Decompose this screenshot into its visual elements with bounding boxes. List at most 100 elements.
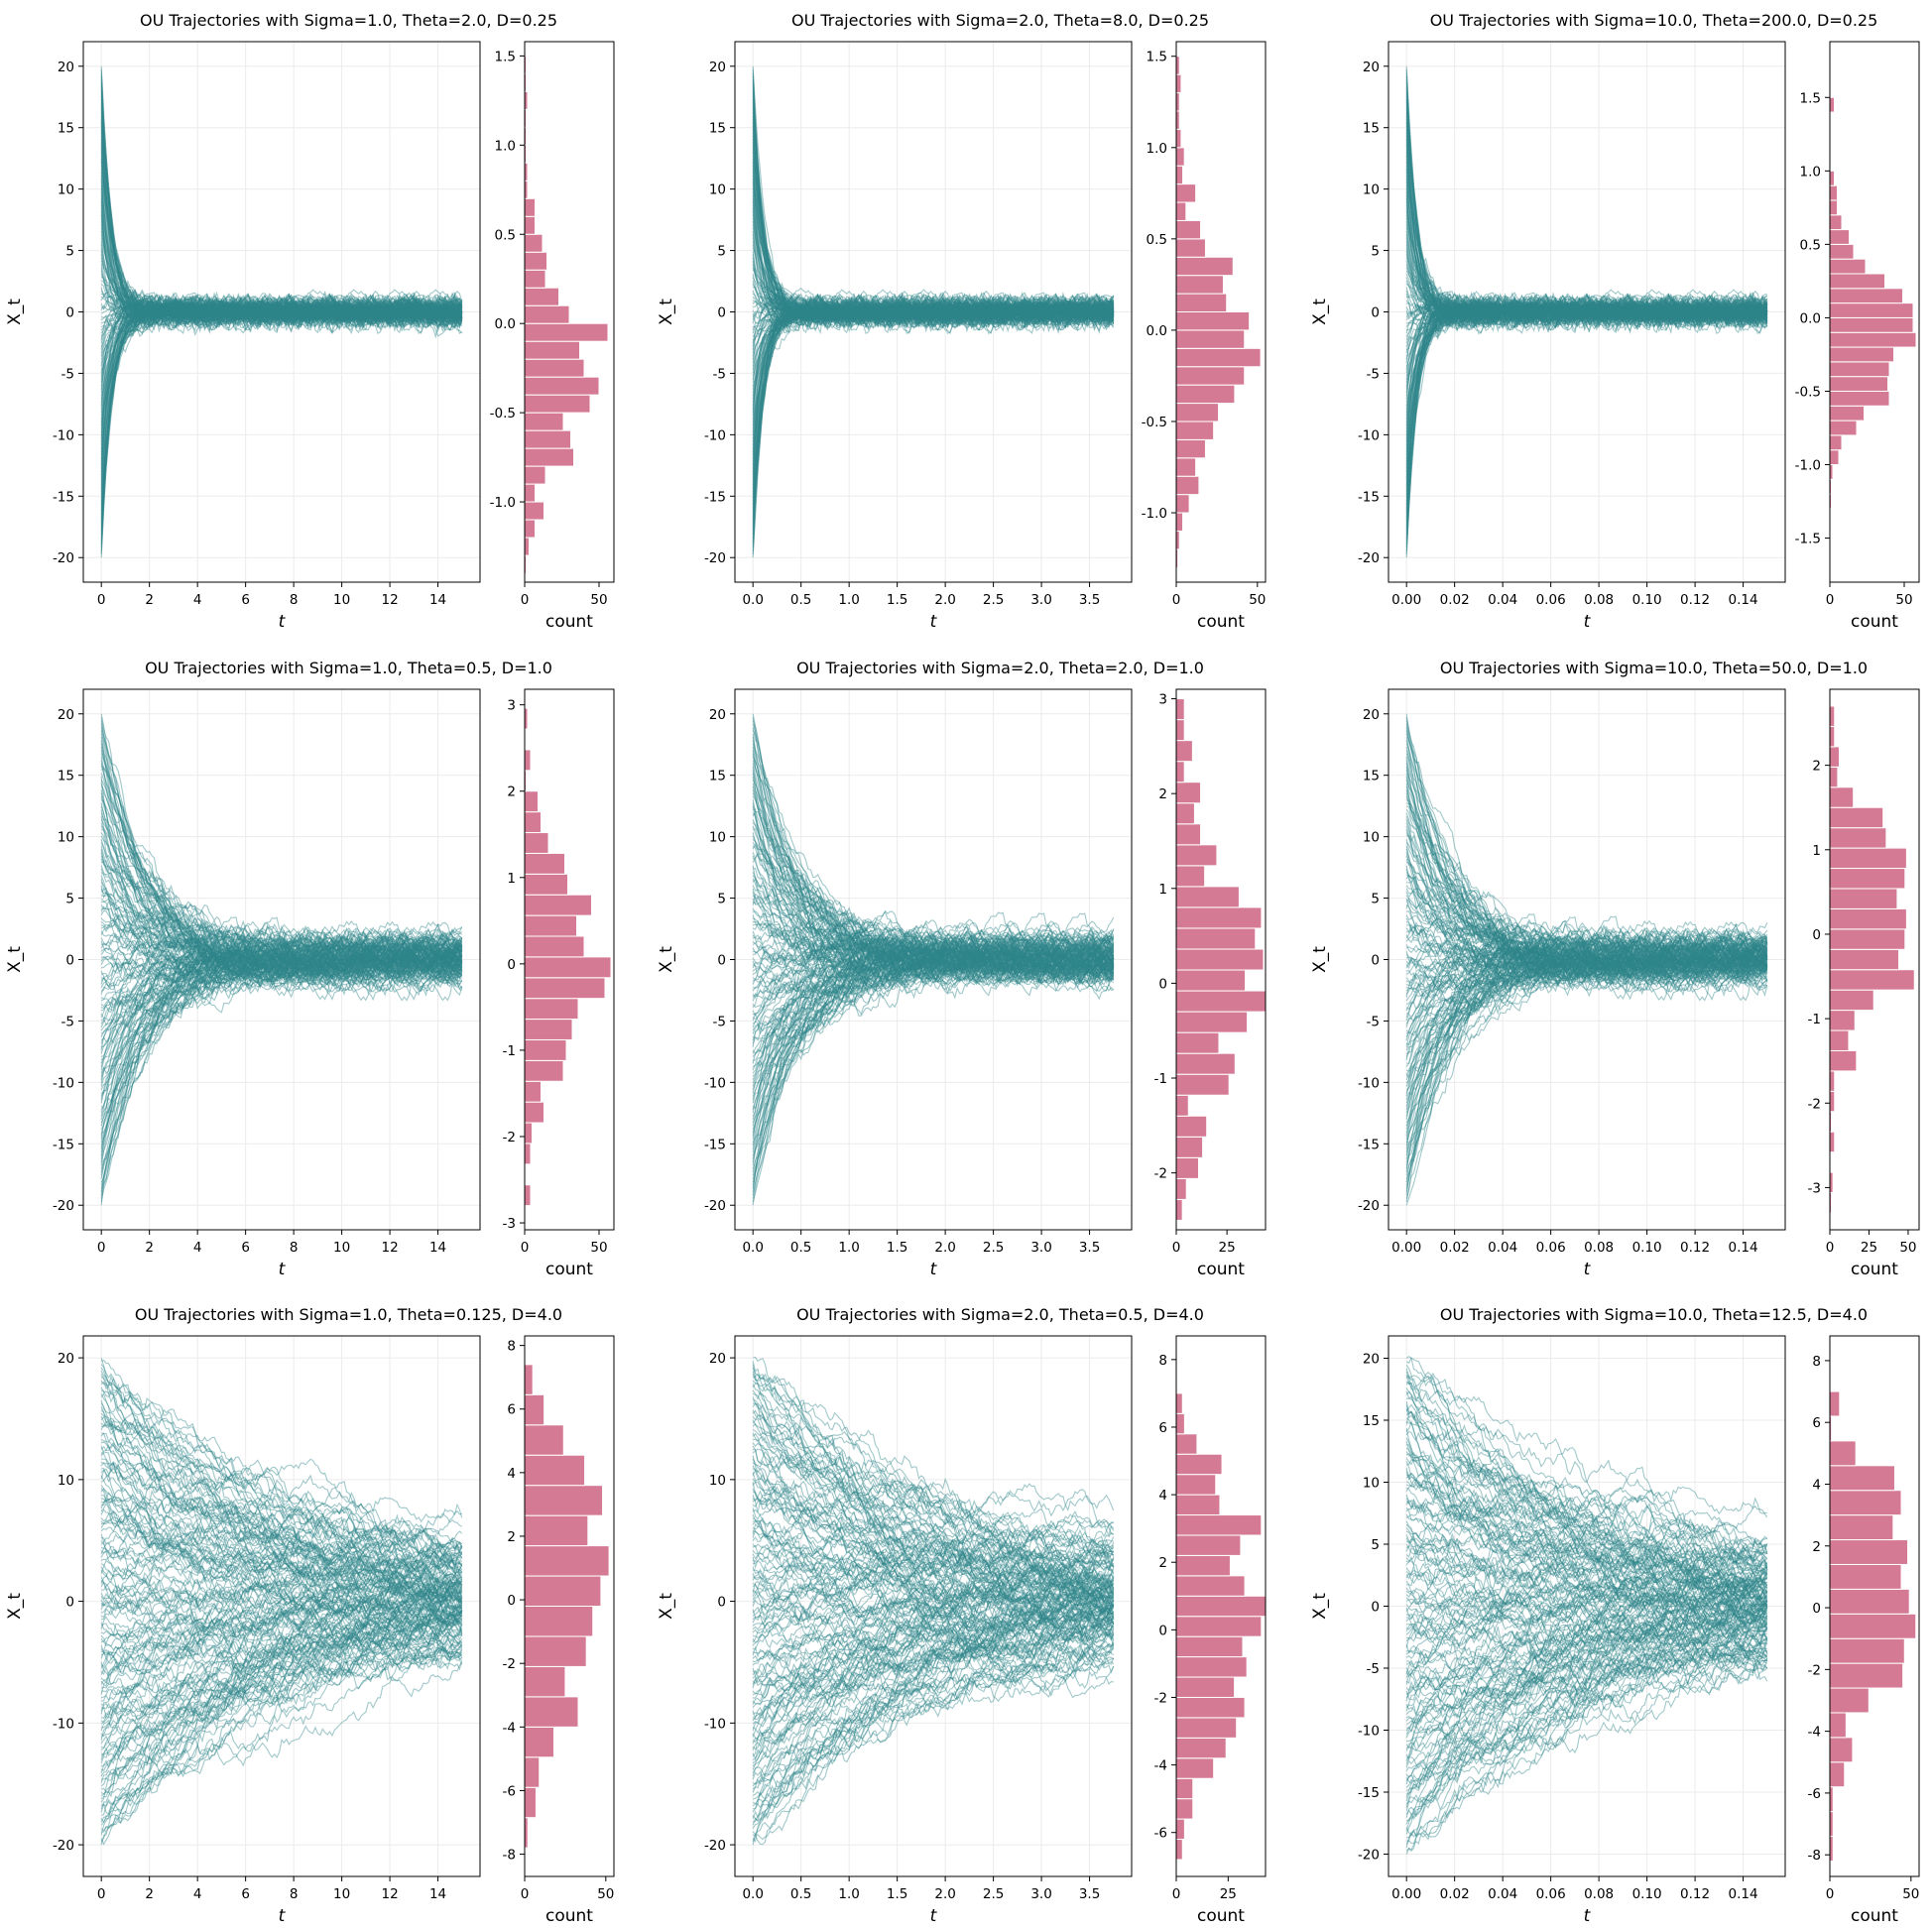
trajectory-line bbox=[1405, 175, 1768, 335]
trajectory-line bbox=[752, 1409, 1114, 1623]
trajectory-line bbox=[100, 878, 463, 984]
trajectory-line bbox=[100, 935, 463, 1018]
subplot-2: 0.0 0.5 1.0 1.5 2.0 2.5 3.0 3.5-20-15-10-505101… bbox=[657, 11, 1267, 632]
trajectory-line bbox=[1405, 921, 1768, 971]
trajectory-line bbox=[752, 294, 1115, 526]
trajectory-line bbox=[100, 297, 463, 554]
trajectory-line bbox=[100, 792, 463, 972]
hist-y-tick-label: 4 bbox=[507, 1466, 516, 1482]
hist-y-tick-label: 2 bbox=[1812, 1539, 1821, 1555]
trajectory-line bbox=[1405, 294, 1768, 384]
x-tick-label: 0.00 bbox=[1391, 1240, 1421, 1256]
trajectory-line bbox=[752, 1628, 1115, 1770]
trajectory-line bbox=[100, 868, 463, 969]
histogram-bar bbox=[524, 1393, 545, 1426]
trajectory-line bbox=[100, 132, 463, 328]
trajectory-line bbox=[752, 1637, 1114, 1699]
trajectory-line bbox=[752, 776, 1115, 1001]
trajectory-line bbox=[752, 1448, 1115, 1575]
trajectory-line bbox=[752, 1416, 1115, 1564]
trajectory-line bbox=[100, 1612, 463, 1661]
trajectory-line bbox=[100, 726, 463, 997]
trajectory-line bbox=[101, 1377, 463, 1598]
trajectory-line bbox=[752, 293, 1115, 449]
trajectory-line bbox=[1405, 933, 1768, 1107]
trajectory-line bbox=[100, 795, 462, 981]
trajectory-line bbox=[752, 912, 1115, 975]
trajectory-line bbox=[1406, 298, 1768, 332]
trajectory-line bbox=[1405, 291, 1768, 532]
trajectory-line bbox=[1405, 1638, 1768, 1785]
hist-y-tick-label: -6 bbox=[1154, 1826, 1167, 1842]
histogram-bar bbox=[1175, 366, 1246, 386]
trajectory-line bbox=[100, 293, 463, 331]
trajectory-line bbox=[1405, 842, 1767, 997]
trajectory-line bbox=[1405, 1451, 1768, 1556]
histogram-bar bbox=[524, 215, 536, 235]
trajectory-line bbox=[100, 736, 463, 980]
trajectory-line bbox=[101, 766, 462, 973]
y-tick-label: 10 bbox=[1363, 830, 1380, 846]
trajectory-line bbox=[1405, 291, 1768, 329]
trajectory-line bbox=[100, 296, 463, 357]
trajectory-line bbox=[101, 944, 463, 1010]
trajectory-line bbox=[101, 1641, 463, 1816]
trajectory-line bbox=[100, 882, 463, 983]
trajectory-line bbox=[752, 291, 1115, 499]
trajectory-line bbox=[100, 85, 463, 327]
y-tick-label: 5 bbox=[65, 892, 74, 907]
y-tick-label: -15 bbox=[704, 1137, 726, 1152]
trajectory-line bbox=[100, 927, 463, 1140]
x-tick-label: 8 bbox=[290, 1240, 299, 1256]
hist-y-tick-label: -1 bbox=[1808, 1012, 1821, 1027]
trajectory-line bbox=[752, 713, 1115, 983]
histogram-bar bbox=[1829, 316, 1914, 333]
trajectory-line bbox=[1405, 1620, 1768, 1692]
histogram-bar bbox=[1175, 311, 1251, 331]
trajectory-line bbox=[1405, 955, 1768, 1097]
y-tick-label: -20 bbox=[1358, 550, 1380, 566]
trajectory-line bbox=[100, 927, 463, 1025]
trajectory-line bbox=[752, 720, 1115, 980]
y-tick-label: -20 bbox=[704, 550, 726, 566]
hist-y-tick-label: 6 bbox=[1812, 1415, 1821, 1431]
trajectory-line bbox=[752, 1588, 1114, 1731]
histogram-bar bbox=[524, 340, 580, 360]
trajectory-line bbox=[1405, 923, 1767, 979]
trajectory-line bbox=[1405, 1537, 1767, 1613]
x-tick-label: 0.0 bbox=[742, 1886, 763, 1902]
hist-x-axis-label: count bbox=[545, 612, 593, 632]
hist-y-tick-label: 4 bbox=[1812, 1477, 1821, 1493]
trajectory-line bbox=[752, 1455, 1115, 1590]
trajectory-line bbox=[1406, 945, 1767, 997]
trajectory-line bbox=[752, 1615, 1115, 1693]
trajectory-line bbox=[752, 942, 1115, 1081]
y-axis-label: X_t bbox=[1310, 1593, 1330, 1620]
trajectory-line bbox=[100, 211, 463, 331]
histogram-bar bbox=[1829, 288, 1903, 304]
trajectory-line bbox=[752, 932, 1114, 1140]
trajectory-line bbox=[752, 835, 1115, 984]
y-tick-label: 20 bbox=[1363, 60, 1380, 75]
trajectory-line bbox=[1405, 829, 1768, 970]
trajectory-line bbox=[1405, 296, 1767, 387]
histogram-bar bbox=[1829, 827, 1887, 849]
trajectory-line bbox=[100, 1582, 462, 1709]
y-tick-label: -10 bbox=[53, 427, 74, 443]
trajectory-line bbox=[100, 295, 463, 328]
x-tick-label: 0.08 bbox=[1584, 1240, 1614, 1256]
trajectory-line bbox=[752, 237, 1115, 329]
trajectory-line bbox=[752, 1604, 1115, 1822]
trajectory-line bbox=[1405, 1390, 1768, 1569]
x-tick-label: 0.12 bbox=[1680, 1886, 1710, 1902]
histogram-bar bbox=[1829, 405, 1865, 422]
trajectory-line bbox=[752, 296, 1115, 536]
trajectory-line bbox=[100, 750, 462, 968]
trajectory-line bbox=[752, 79, 1115, 328]
trajectory-line bbox=[752, 294, 1115, 367]
trajectory-line bbox=[100, 944, 463, 1137]
hist-y-tick-label: 1.5 bbox=[495, 49, 516, 64]
y-tick-label: 5 bbox=[1371, 244, 1380, 260]
trajectory-line bbox=[752, 280, 1115, 328]
trajectory-line bbox=[1405, 181, 1768, 328]
